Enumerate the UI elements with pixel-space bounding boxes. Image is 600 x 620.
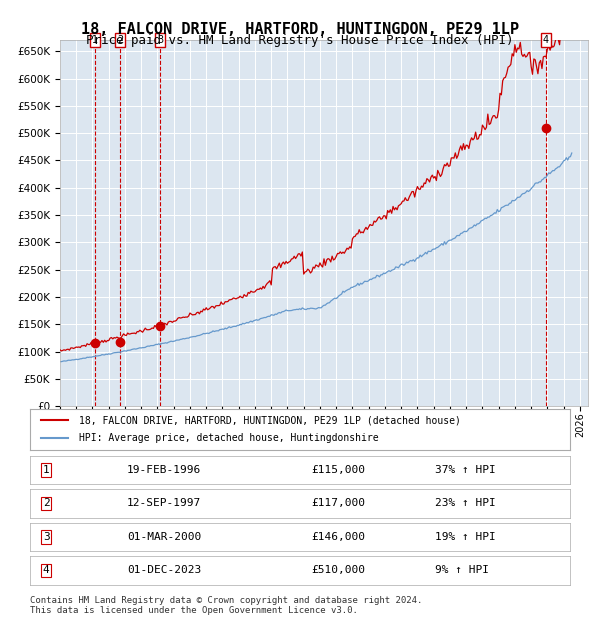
Text: 1: 1 [43,465,50,475]
Text: 4: 4 [43,565,50,575]
Text: 4: 4 [543,35,549,45]
Text: £115,000: £115,000 [311,465,365,475]
Text: £146,000: £146,000 [311,532,365,542]
Text: 1: 1 [92,35,98,45]
Text: 2: 2 [117,35,123,45]
Text: Price paid vs. HM Land Registry's House Price Index (HPI): Price paid vs. HM Land Registry's House … [86,34,514,47]
Text: HPI: Average price, detached house, Huntingdonshire: HPI: Average price, detached house, Hunt… [79,433,378,443]
Text: 01-DEC-2023: 01-DEC-2023 [127,565,202,575]
Text: 19% ↑ HPI: 19% ↑ HPI [435,532,496,542]
Text: Contains HM Land Registry data © Crown copyright and database right 2024.
This d: Contains HM Land Registry data © Crown c… [30,596,422,615]
Text: £117,000: £117,000 [311,498,365,508]
Text: 37% ↑ HPI: 37% ↑ HPI [435,465,496,475]
Text: 18, FALCON DRIVE, HARTFORD, HUNTINGDON, PE29 1LP (detached house): 18, FALCON DRIVE, HARTFORD, HUNTINGDON, … [79,415,460,425]
Text: 9% ↑ HPI: 9% ↑ HPI [435,565,489,575]
Text: 2: 2 [43,498,50,508]
Text: 23% ↑ HPI: 23% ↑ HPI [435,498,496,508]
Text: £510,000: £510,000 [311,565,365,575]
Text: 12-SEP-1997: 12-SEP-1997 [127,498,202,508]
Text: 18, FALCON DRIVE, HARTFORD, HUNTINGDON, PE29 1LP: 18, FALCON DRIVE, HARTFORD, HUNTINGDON, … [81,22,519,37]
Text: 3: 3 [43,532,50,542]
Text: 3: 3 [157,35,163,45]
Text: 19-FEB-1996: 19-FEB-1996 [127,465,202,475]
Text: 01-MAR-2000: 01-MAR-2000 [127,532,202,542]
